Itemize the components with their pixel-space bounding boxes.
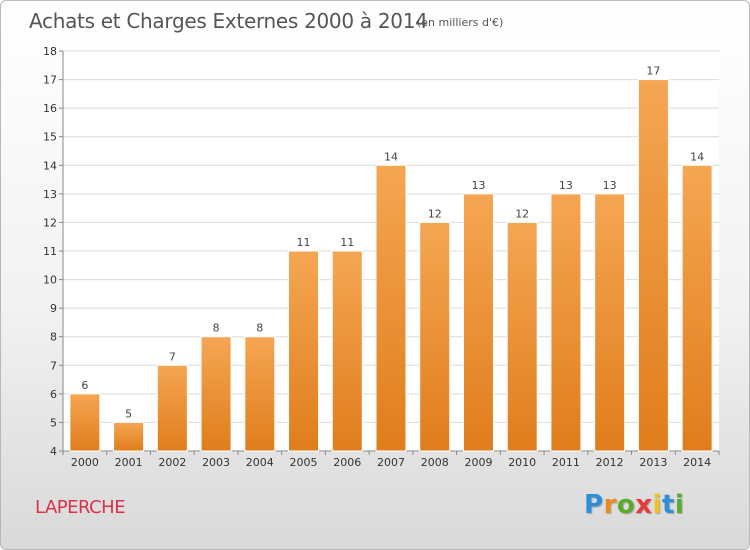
y-tick-label: 17 [43,74,57,87]
logo-letter: x [635,490,653,520]
chart-title: Achats et Charges Externes 2000 à 2014 [29,9,428,33]
chart-subtitle: (en milliers d'€) [417,16,504,29]
x-tick-label: 2014 [683,456,711,469]
logo-letter: i [652,490,662,520]
x-tick-label: 2007 [377,456,405,469]
x-tick-label: 2013 [639,456,667,469]
bar [244,336,276,452]
bar-value-label: 14 [384,150,398,163]
y-tick-label: 6 [50,388,57,401]
bar [331,250,363,452]
bar-value-label: 8 [213,322,220,335]
bar-value-label: 8 [256,322,263,335]
bar-value-label: 12 [515,207,529,220]
bar-value-label: 13 [559,179,573,192]
bar [419,221,451,452]
y-tick-label: 14 [43,159,57,172]
bar-value-label: 5 [125,407,132,420]
bar-value-label: 12 [428,207,442,220]
y-tick-label: 13 [43,188,57,201]
bar [288,250,320,452]
bar-value-label: 14 [690,150,704,163]
bar-value-label: 6 [81,379,88,392]
bar-value-label: 7 [169,350,176,363]
x-tick-label: 2010 [508,456,536,469]
logo-letter: P [584,490,604,520]
bar-value-label: 17 [646,65,660,78]
bar [375,164,407,452]
y-tick-label: 7 [50,359,57,372]
bar [506,221,538,452]
bar [69,393,101,452]
bar [681,164,713,452]
bar-value-label: 13 [603,179,617,192]
x-tick-label: 2002 [158,456,186,469]
y-tick-label: 9 [50,302,57,315]
x-tick-label: 2004 [246,456,274,469]
bar-value-label: 11 [297,236,311,249]
y-tick-label: 18 [43,45,57,58]
bar [550,193,582,452]
logo-letter: o [616,490,636,520]
bar-value-label: 13 [471,179,485,192]
x-tick-label: 2001 [115,456,143,469]
x-tick-label: 2006 [333,456,361,469]
bar [156,364,188,452]
bar [113,421,145,452]
y-tick-label: 5 [50,416,57,429]
x-tick-label: 2000 [71,456,99,469]
bar [594,193,626,452]
y-tick-label: 15 [43,131,57,144]
y-tick-label: 10 [43,274,57,287]
x-tick-label: 2009 [464,456,492,469]
bar [200,336,232,452]
y-tick-label: 11 [43,245,57,258]
x-tick-label: 2005 [290,456,318,469]
x-tick-label: 2008 [421,456,449,469]
y-tick-label: 16 [43,102,57,115]
bar [637,79,669,452]
x-tick-label: 2012 [596,456,624,469]
commune-name: LAPERCHE [35,497,126,518]
y-tick-label: 12 [43,216,57,229]
logo-letter: t [661,490,675,520]
x-tick-label: 2003 [202,456,230,469]
bar-value-label: 11 [340,236,354,249]
x-tick-label: 2011 [552,456,580,469]
logo-letter: i [674,490,685,520]
proxiti-logo[interactable]: Proxiti [584,490,684,520]
logo-letter: r [603,490,617,520]
y-tick-label: 4 [50,445,57,458]
bar [462,193,494,452]
y-tick-label: 8 [50,331,57,344]
